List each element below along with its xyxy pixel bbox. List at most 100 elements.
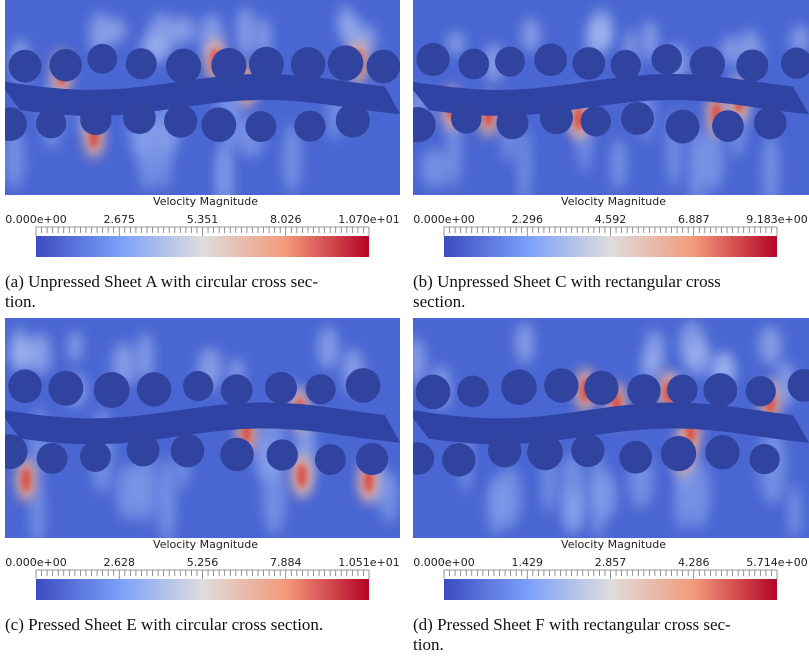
fibre [667,374,698,406]
streak [5,127,25,189]
panel: Velocity Magnitude 0.000e+00 2.675 5.351 8.0… [5,0,400,311]
colorbar-label: 1.070e+01 [338,213,399,226]
fibre [125,48,157,80]
fibre [787,369,809,402]
fibre [610,49,641,81]
fibre [355,442,389,476]
streak [420,148,449,189]
colorbar-title: Velocity Magnitude [153,195,258,208]
fibre [458,48,490,80]
fibre [345,368,381,403]
caption: (a) Unpressed Sheet A with circular cros… [5,272,318,291]
colorbar-label: 5.714e+00 [746,556,807,569]
fibre [48,370,84,406]
colorbar-label: 9.183e+00 [746,213,807,226]
colorbar-label: 2.628 [104,556,136,569]
fibre [584,370,619,406]
streak [758,325,783,366]
fibre [8,369,42,404]
caption: (d) Pressed Sheet F with rectangular cro… [413,615,731,634]
panel: Velocity Magnitude 0.000e+00 2.296 4.592 6.8… [413,0,809,311]
streak [521,17,541,53]
fibre-band [413,402,809,445]
streak [29,479,46,538]
streak [559,452,586,532]
fibre [416,42,450,77]
hot-spot [21,467,32,492]
streak [134,449,157,524]
fibre-band [5,402,400,445]
fibre [36,108,67,139]
fibre [736,49,769,82]
colorbar-label: 0.000e+00 [5,213,66,226]
fibre [413,107,436,143]
colorbar [36,236,369,257]
fibre [753,106,787,140]
panel: Velocity Magnitude 0.000e+00 2.628 5.256 7.8… [5,318,400,634]
streak [28,332,52,376]
hot-spot [296,463,307,488]
fibre [248,46,284,82]
fibre [689,46,726,82]
fibre [703,373,738,407]
fibre [745,376,776,407]
streak [688,124,706,195]
fibre [49,49,82,82]
fibre [366,49,400,84]
streak [790,25,809,55]
colorbar-label: 1.429 [512,556,544,569]
fibre [712,110,744,142]
fibre [290,47,326,82]
streak [169,15,196,45]
fibre [165,48,202,84]
colorbar-label: 2.675 [104,213,136,226]
flow-image [5,318,400,538]
fibre [220,437,254,472]
streak [721,35,739,66]
streak [148,12,176,59]
fibre [539,101,573,135]
fibre [780,47,809,79]
fibre [266,439,298,471]
colorbar-label: 5.256 [187,556,219,569]
colorbar-label: 8.026 [270,213,302,226]
streak [10,326,29,374]
colorbar-title: Velocity Magnitude [153,538,258,551]
fibre [170,433,205,468]
colorbar-label: 6.887 [678,213,710,226]
colorbar [444,579,777,600]
fibre [264,371,298,404]
streak [787,483,802,538]
colorbar-label: 4.592 [595,213,627,226]
colorbar-label: 5.351 [187,213,219,226]
streak [588,452,608,538]
fibre [8,49,42,83]
fibre [496,107,529,140]
fibre [245,111,277,143]
streak [136,331,154,383]
fibre [749,443,780,475]
fibre [534,43,567,77]
fibre [651,44,682,75]
fibre [87,43,118,74]
fibre-band [413,73,809,116]
streak [446,31,465,56]
fibre [36,442,68,474]
fibre [494,46,525,77]
fibre [294,110,326,142]
colorbar-label: 2.296 [512,213,544,226]
streak [219,137,234,195]
colorbar-label: 0.000e+00 [413,556,474,569]
fibre [572,47,606,80]
streak [236,6,256,58]
fibre [183,370,214,402]
streak [775,361,796,408]
streak [445,111,462,189]
colorbar-label: 0.000e+00 [5,556,66,569]
colorbar-label: 2.857 [595,556,627,569]
fibre [335,103,370,138]
fibre [327,45,364,81]
streak [644,329,665,369]
